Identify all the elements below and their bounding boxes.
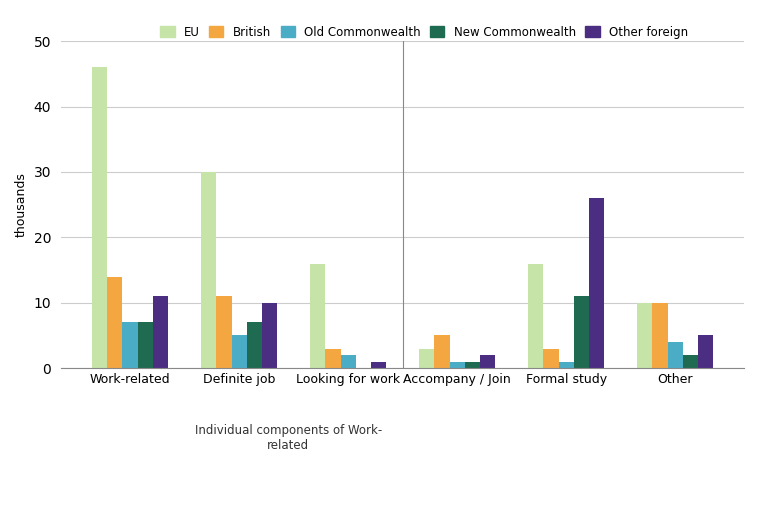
Bar bbox=[528, 264, 543, 368]
Bar bbox=[668, 342, 683, 368]
Bar bbox=[543, 349, 559, 368]
Bar bbox=[698, 336, 713, 368]
Bar bbox=[683, 355, 698, 368]
Bar bbox=[434, 336, 450, 368]
Bar bbox=[450, 362, 464, 368]
Bar bbox=[464, 362, 480, 368]
Bar bbox=[201, 172, 216, 368]
Text: Individual components of Work-
related: Individual components of Work- related bbox=[194, 424, 382, 452]
Bar bbox=[138, 322, 153, 368]
Bar bbox=[341, 355, 356, 368]
Bar bbox=[652, 303, 668, 368]
Bar bbox=[559, 362, 574, 368]
Legend: EU, British, Old Commonwealth, New Commonwealth, Other foreign: EU, British, Old Commonwealth, New Commo… bbox=[156, 21, 693, 43]
Bar bbox=[325, 349, 341, 368]
Bar bbox=[574, 296, 589, 368]
Bar bbox=[637, 303, 652, 368]
Bar bbox=[92, 67, 107, 368]
Bar bbox=[480, 355, 496, 368]
Bar bbox=[153, 296, 168, 368]
Bar bbox=[419, 349, 434, 368]
Bar bbox=[232, 336, 247, 368]
Bar bbox=[262, 303, 277, 368]
Y-axis label: thousands: thousands bbox=[15, 172, 28, 237]
Bar bbox=[371, 362, 387, 368]
Bar bbox=[247, 322, 262, 368]
Bar bbox=[589, 198, 605, 368]
Bar bbox=[122, 322, 138, 368]
Bar bbox=[107, 277, 122, 368]
Bar bbox=[216, 296, 232, 368]
Bar bbox=[310, 264, 325, 368]
